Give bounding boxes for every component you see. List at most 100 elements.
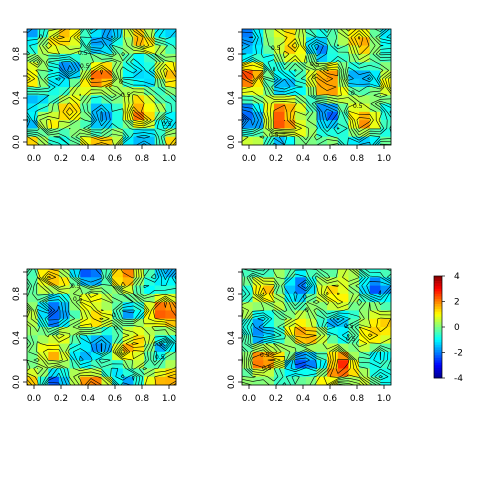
heatmap-cell	[359, 293, 371, 303]
heatmap-cell	[252, 37, 264, 46]
heatmap-cell	[154, 78, 166, 88]
heatmap-cell	[359, 103, 371, 113]
contour-line	[26, 28, 177, 146]
heatmap-cell	[284, 87, 296, 96]
heatmap-cell	[263, 302, 275, 311]
panels: 00.50.50.50.500.0 0.2 0.4 0.6 0.8 1.00.00.40.…	[12, 28, 392, 404]
heatmap-cell	[27, 37, 38, 46]
heatmap-cell	[144, 335, 156, 344]
heatmap-cell	[165, 95, 177, 104]
heatmap-cell	[58, 103, 70, 113]
heatmap-cell	[348, 70, 360, 80]
heatmap-cell	[380, 285, 392, 295]
heatmap-cell	[58, 128, 70, 138]
x-tick-label: 1.0	[162, 394, 177, 404]
heatmap-cell	[337, 29, 349, 38]
heatmap-cell	[122, 277, 134, 286]
heatmap-cell	[101, 335, 113, 344]
contour-label: 0.5	[353, 103, 363, 110]
heatmap-cell	[37, 62, 49, 71]
heatmap-cell	[122, 360, 134, 369]
heatmap-cell	[144, 351, 156, 361]
heatmap-cell	[48, 62, 60, 71]
heatmap-cell	[133, 111, 145, 121]
heatmap-cell	[305, 120, 317, 129]
colorbar-segment	[434, 372, 442, 376]
heatmap-cell	[305, 128, 317, 138]
heatmap-cell	[165, 351, 177, 361]
heatmap-cell	[144, 62, 156, 71]
heatmap-cell	[101, 62, 113, 71]
heatmap-cell	[90, 302, 102, 311]
y-tick-label: 0.4	[227, 331, 237, 346]
heatmap-cell	[337, 95, 349, 104]
heatmap-cell	[295, 45, 307, 55]
contour-line	[26, 28, 177, 146]
heatmap-cell	[133, 343, 145, 353]
heatmap-cell	[316, 53, 328, 63]
heatmap-cell	[165, 29, 177, 38]
heatmap-cell	[69, 111, 81, 121]
heatmap-cell	[80, 136, 92, 146]
heatmap-cell	[144, 29, 156, 38]
heatmap-cell	[165, 376, 177, 386]
heatmap-cell	[327, 95, 339, 104]
heatmap-cell	[305, 111, 317, 121]
heatmap-cell	[58, 78, 70, 88]
heatmap-cell	[369, 318, 381, 328]
heatmap-cell	[165, 327, 177, 336]
heatmap-cell	[48, 128, 60, 138]
heatmap-cell	[337, 310, 349, 320]
heatmap-cell	[101, 45, 113, 55]
heatmap-cell	[359, 37, 371, 46]
heatmap-cell	[154, 310, 166, 320]
x-tick-label: 0.4	[81, 154, 96, 164]
heatmap-cell	[284, 45, 296, 55]
heatmap-cell	[112, 318, 124, 328]
heatmap-cell	[27, 103, 38, 113]
colorbar-segment	[434, 332, 442, 335]
heatmap-cell	[252, 277, 264, 286]
heatmap-cell	[48, 37, 60, 46]
contour-line	[241, 268, 392, 386]
heatmap-cell	[90, 29, 102, 38]
heatmap-cell	[284, 343, 296, 353]
heatmap-cell	[37, 111, 49, 121]
contour-line	[26, 28, 169, 139]
heatmap-cell	[90, 45, 102, 55]
heatmap-cell	[284, 351, 296, 361]
heatmap-cell	[27, 360, 38, 369]
colorbar-segment	[434, 304, 442, 307]
heatmap-cell	[305, 285, 317, 295]
heatmap-cell	[37, 368, 49, 378]
heatmap-cell	[295, 103, 307, 113]
x-tick-label: 1.0	[377, 154, 392, 164]
colorbar-segment	[434, 321, 442, 325]
contour-line	[262, 282, 382, 366]
heatmap-cell	[101, 302, 113, 311]
heatmap-cell	[327, 128, 339, 138]
heatmap-cell	[101, 376, 113, 386]
heatmap-cell	[380, 360, 392, 369]
colorbar-segment	[434, 281, 442, 284]
heatmap-cell	[348, 368, 360, 378]
heatmap-cell	[144, 327, 156, 336]
heatmap-cell	[48, 277, 60, 286]
heatmap-cell	[305, 78, 317, 88]
colorbar-segment	[434, 293, 442, 297]
y-tick-label: 0.8	[227, 287, 237, 302]
heatmap-cell	[101, 327, 113, 336]
heatmap-cell	[90, 269, 102, 278]
heatmap-cell	[348, 360, 360, 369]
heatmap-cell	[337, 37, 349, 46]
heatmap-cell	[80, 128, 92, 138]
heatmap-cell	[37, 136, 49, 146]
heatmap-cell	[305, 103, 317, 113]
heatmap-cell	[69, 103, 81, 113]
heatmap-cell	[327, 136, 339, 146]
heatmap-cell	[263, 62, 275, 71]
heatmap-cell	[273, 62, 285, 71]
contour-line	[26, 28, 177, 146]
heatmap-cell	[37, 327, 49, 336]
heatmap-cell	[380, 327, 392, 336]
